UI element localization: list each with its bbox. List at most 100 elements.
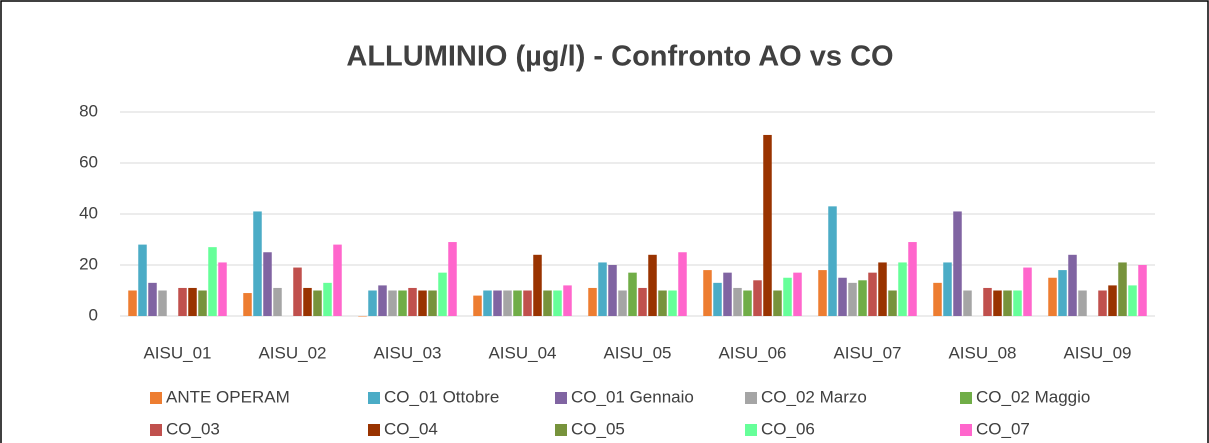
- bar: [1013, 290, 1022, 316]
- bar: [198, 290, 207, 316]
- legend-label: CO_01 Gennaio: [571, 387, 694, 406]
- chart-title: ALLUMINIO (µg/l) - Confronto AO vs CO: [346, 41, 893, 73]
- bar: [713, 282, 722, 316]
- legend-swatch: [960, 392, 972, 404]
- bar: [868, 272, 877, 316]
- bar: [313, 290, 322, 316]
- bar: [1023, 267, 1032, 316]
- legend-label: CO_02 Maggio: [976, 387, 1090, 406]
- bar: [483, 290, 492, 316]
- bar: [783, 277, 792, 316]
- bar: [188, 287, 197, 316]
- bar: [1058, 270, 1067, 316]
- bar: [723, 272, 732, 316]
- legend-swatch: [960, 424, 972, 436]
- x-tick-label: AISU_03: [373, 343, 441, 362]
- bar: [598, 262, 607, 316]
- bar: [793, 272, 802, 316]
- bar: [1118, 262, 1127, 316]
- bar: [658, 290, 667, 316]
- bar: [148, 282, 157, 316]
- bar: [763, 134, 772, 316]
- legend-swatch: [555, 424, 567, 436]
- bar: [753, 280, 762, 316]
- bar: [733, 287, 742, 316]
- bar: [158, 290, 167, 316]
- x-tick-label: AISU_04: [488, 343, 556, 362]
- bar: [128, 290, 137, 316]
- bar: [218, 262, 227, 316]
- bar: [533, 254, 542, 316]
- bar: [993, 290, 1002, 316]
- x-tick-label: AISU_07: [833, 343, 901, 362]
- bar: [668, 290, 677, 316]
- legend-label: CO_07: [976, 419, 1030, 438]
- bar: [743, 290, 752, 316]
- bar: [263, 252, 272, 316]
- legend-label: CO_01 Ottobre: [384, 387, 499, 406]
- legend-swatch: [150, 392, 162, 404]
- bar: [513, 290, 522, 316]
- bar: [253, 211, 262, 316]
- bar: [588, 287, 597, 316]
- bar: [543, 290, 552, 316]
- bar: [878, 262, 887, 316]
- x-tick-label: AISU_09: [1063, 343, 1131, 362]
- bar: [273, 287, 282, 316]
- legend-label: CO_05: [571, 419, 625, 438]
- bar: [1003, 290, 1012, 316]
- y-tick-label: 40: [79, 203, 98, 222]
- legend-swatch: [150, 424, 162, 436]
- bar: [703, 270, 712, 316]
- bar: [1098, 290, 1107, 316]
- y-tick-label: 0: [89, 305, 98, 324]
- bar: [818, 270, 827, 316]
- legend-label: CO_06: [761, 419, 815, 438]
- x-tick-label: AISU_06: [718, 343, 786, 362]
- bar: [648, 254, 657, 316]
- bar: [493, 290, 502, 316]
- bar: [303, 287, 312, 316]
- legend-swatch: [745, 392, 757, 404]
- bar: [563, 285, 572, 316]
- bar: [608, 265, 617, 316]
- bar: [638, 287, 647, 316]
- bar: [553, 290, 562, 316]
- legend-swatch: [555, 392, 567, 404]
- x-tick-label: AISU_02: [258, 343, 326, 362]
- legend-swatch: [368, 392, 380, 404]
- x-tick-label: AISU_01: [143, 343, 211, 362]
- legend-label: CO_02 Marzo: [761, 387, 867, 406]
- bar: [933, 282, 942, 316]
- bar: [398, 290, 407, 316]
- legend-label: CO_03: [166, 419, 220, 438]
- bar: [448, 242, 457, 316]
- bar: [848, 282, 857, 316]
- bar: [438, 272, 447, 316]
- y-tick-label: 60: [79, 152, 98, 171]
- bar: [908, 242, 917, 316]
- bar: [333, 244, 342, 316]
- bar: [503, 290, 512, 316]
- bar: [293, 267, 302, 316]
- bar: [388, 290, 397, 316]
- bar: [408, 287, 417, 316]
- bar: [858, 280, 867, 316]
- bar: [628, 272, 637, 316]
- bar: [838, 277, 847, 316]
- bar: [473, 295, 482, 316]
- y-tick-label: 80: [79, 101, 98, 120]
- bar: [358, 316, 367, 317]
- x-tick-label: AISU_05: [603, 343, 671, 362]
- bar: [138, 244, 147, 316]
- bar: [178, 287, 187, 316]
- bar: [888, 290, 897, 316]
- bar: [428, 290, 437, 316]
- legend-label: ANTE OPERAM: [166, 387, 290, 406]
- bar: [1068, 254, 1077, 316]
- bar: [418, 290, 427, 316]
- bar: [1078, 290, 1087, 316]
- bar: [368, 290, 377, 316]
